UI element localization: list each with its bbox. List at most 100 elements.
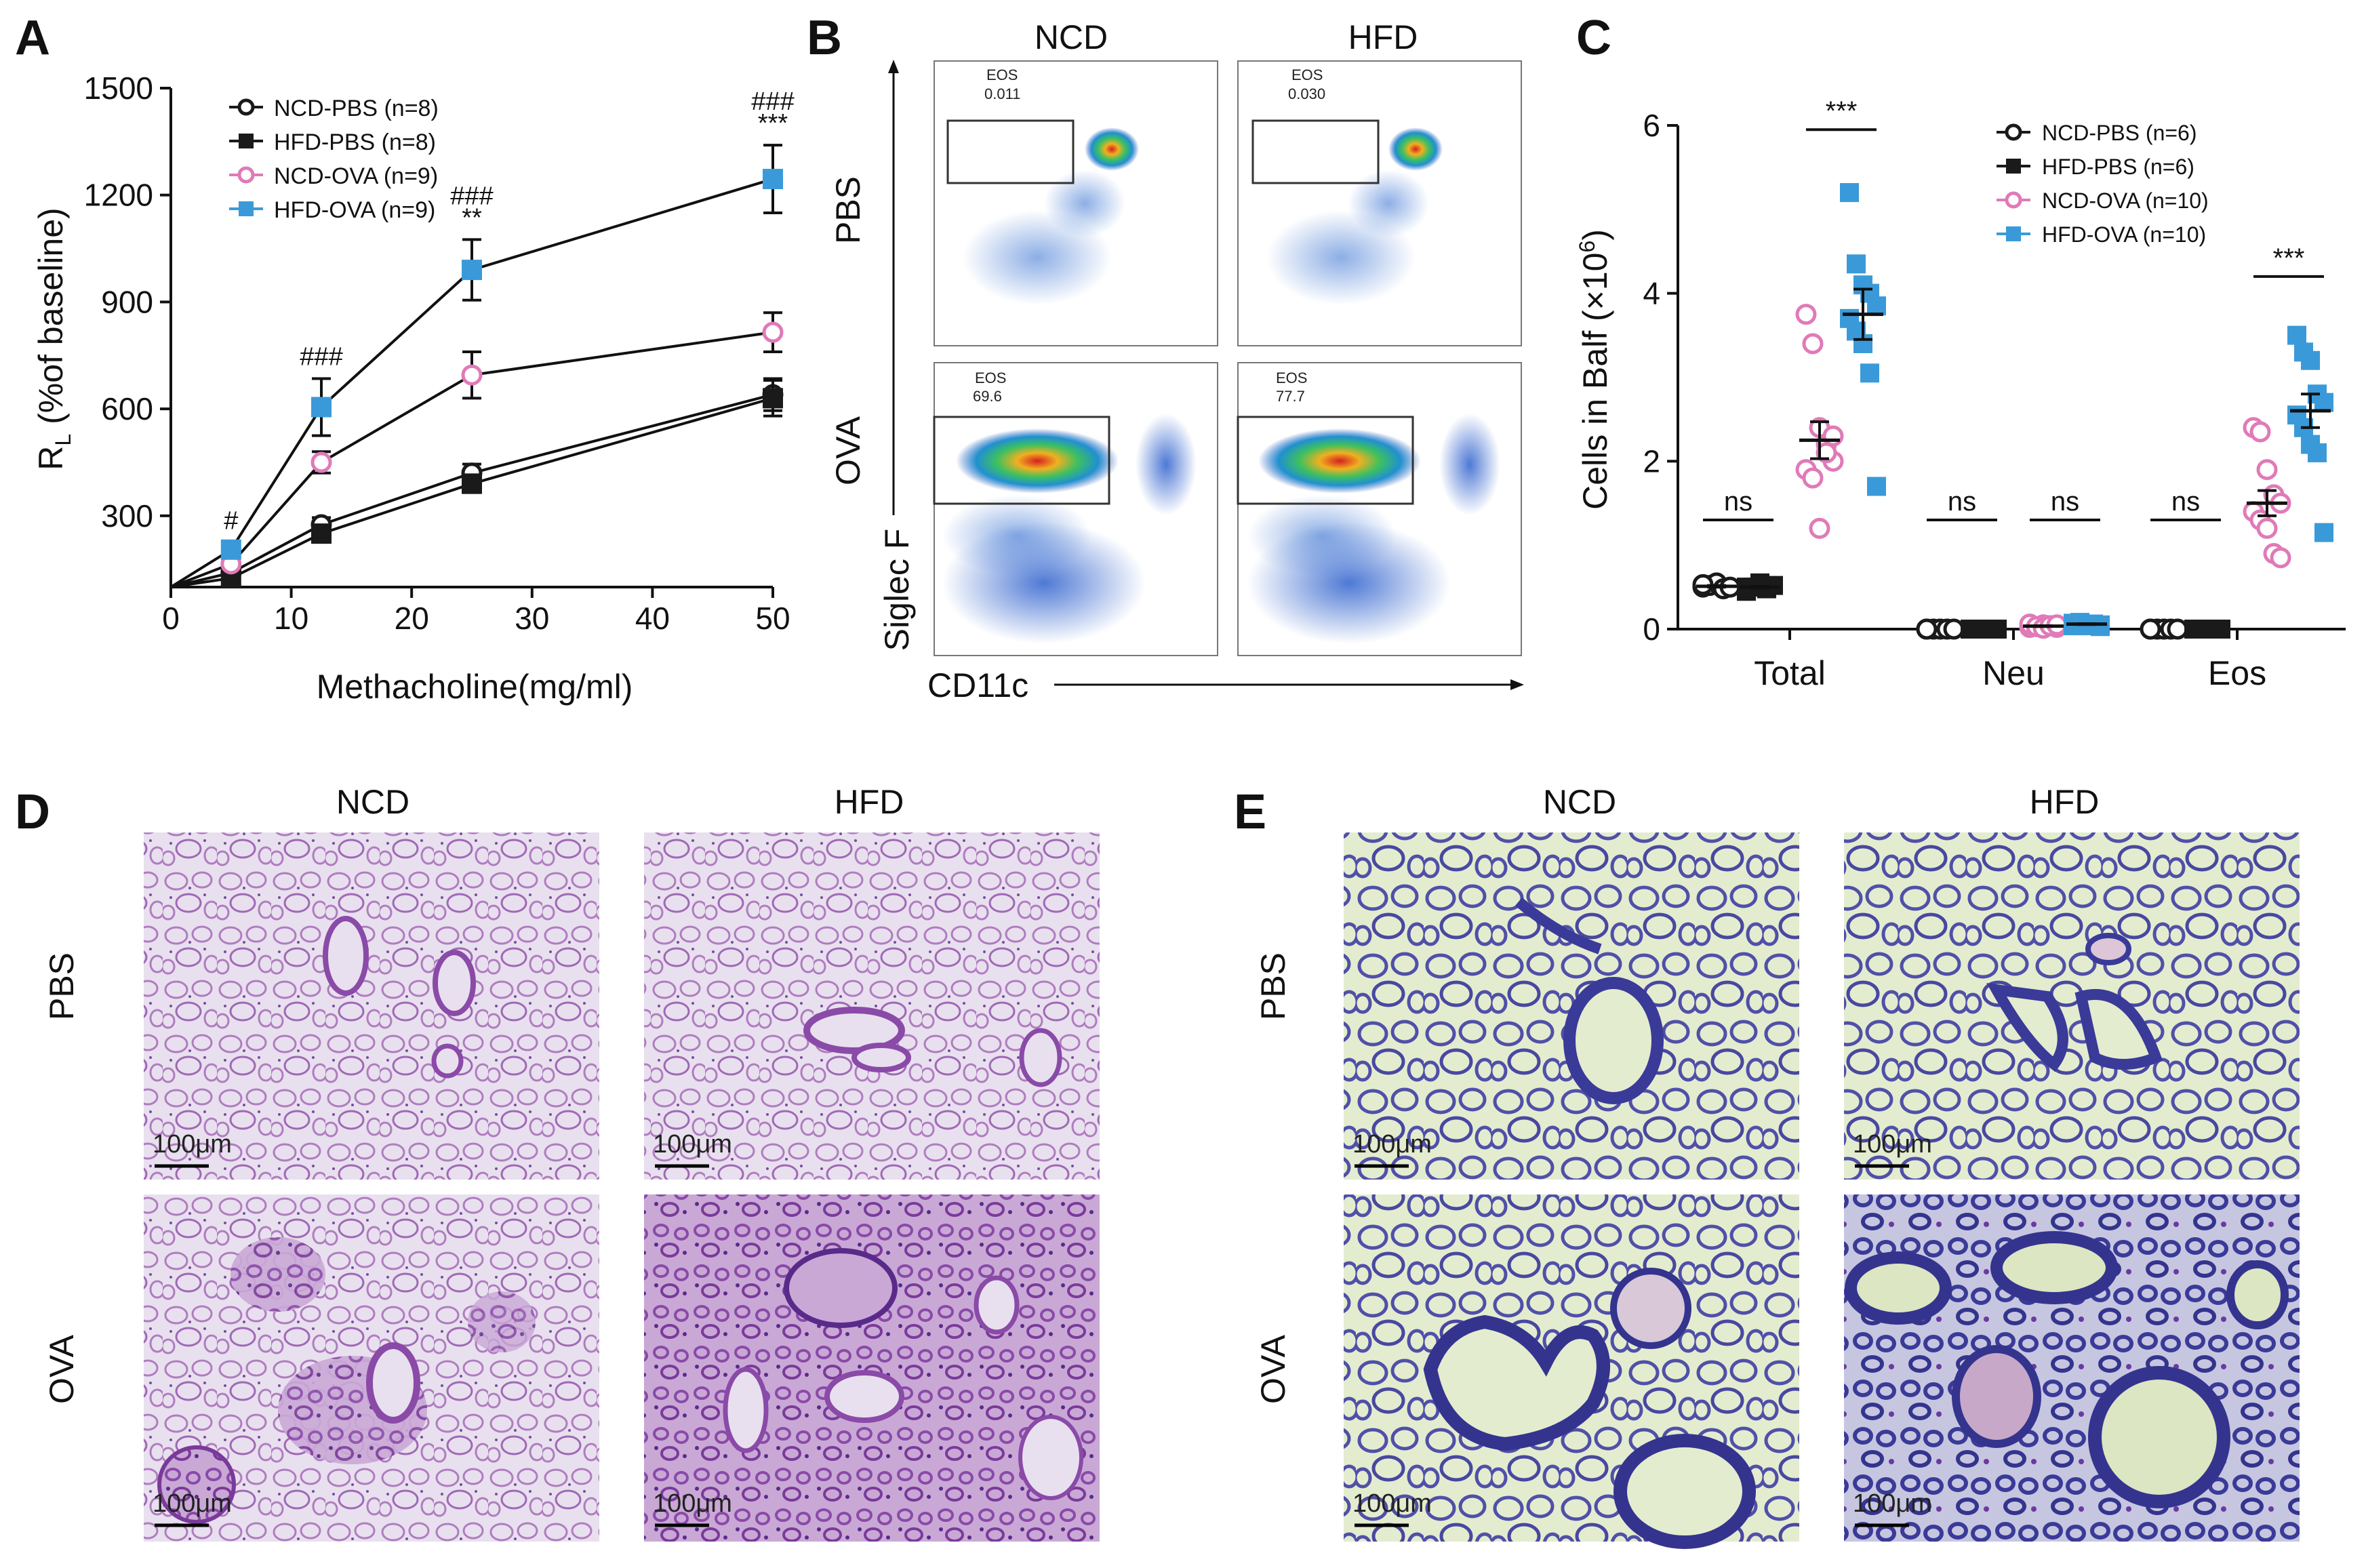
b-y-arrowhead xyxy=(888,60,899,73)
c-sig-label: *** xyxy=(2273,243,2305,273)
c-data-point xyxy=(1961,620,1980,639)
gate-label: EOS xyxy=(975,369,1006,386)
c-data-point xyxy=(2287,325,2306,345)
c-data-point xyxy=(1809,517,1830,539)
c-sig-label: ns xyxy=(2051,487,2079,517)
c-data-point xyxy=(1988,620,2007,639)
c-ylabel-text: Cells in Balf (×10 xyxy=(1576,253,1614,510)
c-category-label: Eos xyxy=(2208,654,2266,692)
a-ytick-label: 900 xyxy=(101,284,153,319)
scalebar-label: 100μm xyxy=(653,1130,732,1159)
histology-d-ncd-ova: 100μm xyxy=(144,1194,599,1542)
gate-value: 77.7 xyxy=(1276,388,1305,405)
a-xtick-label: 50 xyxy=(755,601,790,636)
c-data-point xyxy=(2301,350,2320,370)
a-data-point xyxy=(763,169,783,190)
c-ylabel-end: ) xyxy=(1576,229,1614,241)
e-row-pbs: PBS xyxy=(1254,952,1292,1020)
gate-hfd-ova xyxy=(1237,416,1414,505)
c-data-point xyxy=(1822,425,1844,447)
c-legend-marker xyxy=(2005,191,2022,209)
scalebar-label: 100μm xyxy=(153,1489,232,1518)
histology-d-hfd-pbs: 100μm xyxy=(644,832,1100,1180)
a-legend-label: NCD-OVA (n=9) xyxy=(274,163,438,189)
c-legend-marker xyxy=(2005,123,2022,141)
a-legend-label: HFD-PBS (n=8) xyxy=(274,129,436,155)
a-legend-label: NCD-PBS (n=8) xyxy=(274,96,439,121)
gate-value: 0.011 xyxy=(984,85,1020,102)
a-ytick-label: 1200 xyxy=(84,178,153,213)
a-data-point xyxy=(220,539,241,560)
a-xtick-label: 40 xyxy=(635,601,670,636)
gate-label: EOS xyxy=(1276,369,1307,386)
c-data-point xyxy=(2167,618,2188,640)
b-col-ncd: NCD xyxy=(1035,18,1108,56)
c-data-point xyxy=(2308,443,2327,462)
a-data-point xyxy=(311,523,332,544)
scalebar-label: 100μm xyxy=(653,1489,732,1518)
c-data-point xyxy=(1867,296,1886,316)
a-data-point xyxy=(310,451,332,473)
d-row-ova: OVA xyxy=(43,1334,81,1404)
a-ylabel-main: R xyxy=(32,446,70,470)
a-data-point xyxy=(763,388,783,409)
a-ytick-label: 300 xyxy=(101,498,153,534)
a-sig-label: ** xyxy=(462,203,482,232)
c-data-point xyxy=(2140,618,2161,640)
a-xtick-label: 30 xyxy=(515,601,549,636)
a-sig-label: # xyxy=(224,506,238,535)
histology-d-ncd-pbs: 100μm xyxy=(144,832,599,1180)
c-data-point xyxy=(2256,459,2278,481)
c-ylabel: Cells in Balf (×106) xyxy=(1575,229,1614,510)
c-legend-label: HFD-PBS (n=6) xyxy=(2042,155,2194,179)
a-xlabel: Methacholine(mg/ml) xyxy=(317,668,633,706)
scalebar-label: 100μm xyxy=(153,1130,232,1159)
c-data-point xyxy=(1860,363,1879,383)
a-ylabel: RL (%of baseline) xyxy=(32,207,75,470)
histology-e-hfd-ova: 100μm xyxy=(1844,1194,2300,1542)
d-col-ncd: NCD xyxy=(336,783,409,821)
c-ytick-label: 2 xyxy=(1643,443,1660,479)
panel-e: E NCD HFD PBS OVA 100μm 100μm 100μm xyxy=(1234,783,2300,1549)
a-sig-label: *** xyxy=(758,109,788,138)
a-legend: NCD-PBS (n=8) HFD-PBS (n=8) NCD-OVA (n=9) H… xyxy=(229,96,439,223)
c-legend-label: NCD-OVA (n=10) xyxy=(2042,188,2209,213)
b-col-hfd: HFD xyxy=(1348,18,1418,56)
b-row-ova: OVA xyxy=(829,416,867,485)
b-row-pbs: PBS xyxy=(829,176,867,244)
c-category-label: Neu xyxy=(1982,654,2045,692)
c-data-point xyxy=(1943,618,1965,640)
a-legend-marker xyxy=(237,166,255,184)
a-legend-marker xyxy=(239,201,254,216)
gate-value: 69.6 xyxy=(973,388,1002,405)
gate-hfd-pbs xyxy=(1251,119,1380,184)
gate-value: 0.030 xyxy=(1288,85,1325,102)
histology-e-ncd-ova: 100μm xyxy=(1344,1194,1799,1549)
c-data-point xyxy=(2249,421,2271,443)
a-ytick-label: 1500 xyxy=(84,71,153,106)
c-data-point xyxy=(2314,523,2333,542)
a-sig-label: ### xyxy=(450,182,493,210)
c-sig-label: *** xyxy=(1826,96,1858,126)
a-sig-label: ### xyxy=(300,342,342,371)
e-col-ncd: NCD xyxy=(1543,783,1616,821)
c-category-label: Total xyxy=(1754,654,1826,692)
c-data-point xyxy=(2211,620,2230,639)
b-xlabel: CD11c xyxy=(927,666,1028,704)
c-data-point xyxy=(1867,477,1886,496)
a-data-point xyxy=(462,473,482,494)
scalebar-label: 100μm xyxy=(1853,1489,1932,1518)
a-data-point xyxy=(762,321,784,343)
flow-plot-ncd-ova: EOS 69.6 xyxy=(933,362,1218,656)
a-data-point xyxy=(461,364,483,386)
flow-plot-hfd-ova: EOS 77.7 xyxy=(1237,362,1522,656)
c-ytick-label: 4 xyxy=(1643,276,1660,311)
panel-d: D NCD HFD PBS OVA 100μm 100μm xyxy=(15,783,1100,1542)
histology-e-ncd-pbs: 100μm xyxy=(1344,832,1799,1180)
c-categories: Total Neu Eos xyxy=(1754,629,2266,692)
d-col-hfd: HFD xyxy=(835,783,904,821)
scalebar-label: 100μm xyxy=(1853,1130,1932,1159)
e-row-ova: OVA xyxy=(1254,1334,1292,1404)
